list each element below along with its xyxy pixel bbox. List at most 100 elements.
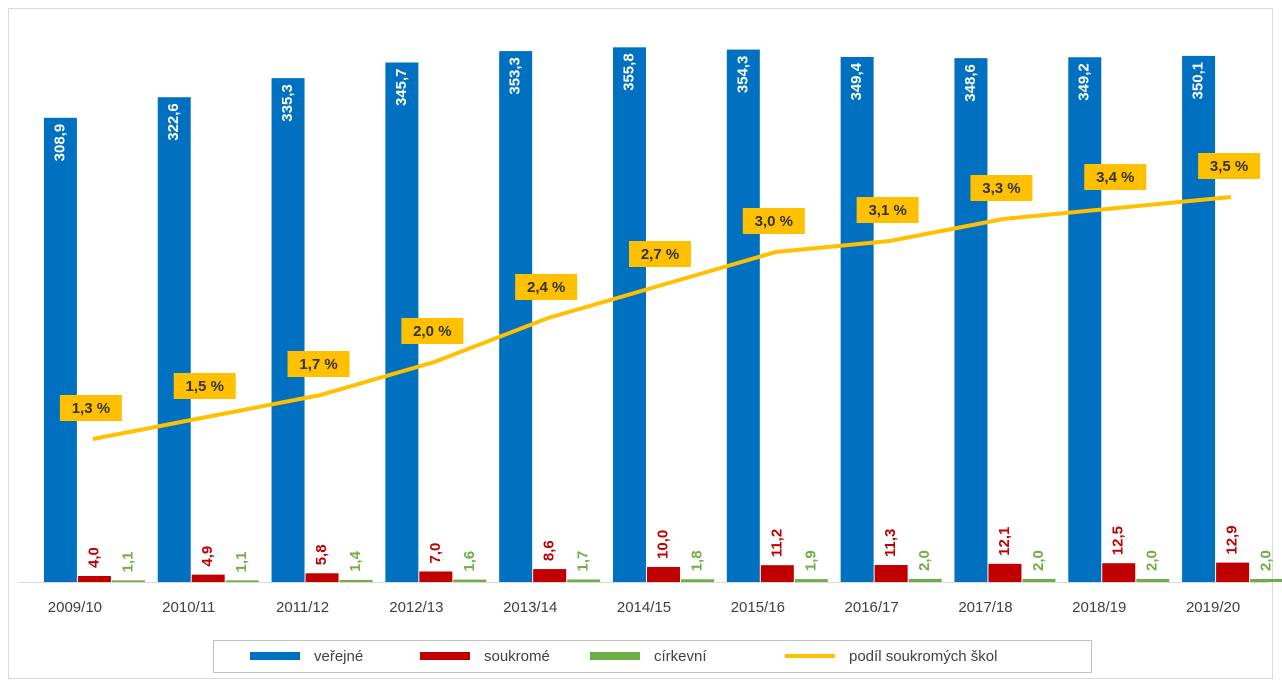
value-label: 308,9 — [51, 124, 68, 162]
value-label: 353,3 — [507, 57, 524, 95]
value-label: 1,3 % — [72, 400, 110, 417]
x-tick-label: 2013/14 — [503, 599, 557, 616]
bar — [681, 579, 714, 582]
legend-swatch — [420, 652, 470, 660]
value-label: 1,7 — [575, 551, 592, 572]
bar — [760, 565, 794, 582]
value-label: 4,9 — [199, 546, 216, 567]
value-label: 10,0 — [654, 530, 671, 559]
legend-label: soukromé — [484, 648, 550, 665]
value-label: 5,8 — [313, 544, 330, 565]
bar — [533, 569, 567, 582]
x-tick-label: 2010/11 — [162, 599, 215, 616]
bar — [840, 56, 874, 582]
bar — [1022, 578, 1056, 582]
bar — [305, 573, 339, 582]
value-label: 2,7 % — [641, 246, 679, 263]
x-tick-label: 2011/12 — [276, 599, 329, 616]
legend-swatch — [590, 652, 640, 660]
line — [92, 195, 1232, 441]
bar — [726, 49, 760, 582]
bar — [794, 579, 828, 582]
value-label: 354,3 — [734, 56, 751, 94]
bar — [1068, 57, 1102, 582]
value-label: 7,0 — [427, 543, 444, 564]
bar — [874, 565, 908, 582]
value-label: 335,3 — [279, 84, 296, 122]
bar — [567, 579, 601, 582]
label-box — [515, 274, 578, 300]
label-box — [970, 175, 1033, 201]
value-label: 1,7 % — [299, 356, 337, 373]
bar — [111, 580, 145, 582]
value-label: 4,0 — [85, 547, 102, 568]
value-label: 2,0 — [916, 550, 933, 571]
legend-swatch — [250, 652, 300, 660]
value-label: 1,4 — [347, 550, 364, 572]
bar — [43, 117, 77, 583]
bar — [225, 580, 259, 582]
label-box — [856, 197, 919, 223]
bar — [1182, 55, 1216, 583]
value-label: 3,5 % — [1210, 158, 1248, 175]
value-label: 12,5 — [1110, 526, 1127, 555]
value-label: 350,1 — [1190, 62, 1207, 100]
value-label: 3,3 % — [982, 180, 1020, 197]
bar — [339, 579, 373, 582]
bar — [908, 578, 942, 582]
x-tick-label: 2014/15 — [617, 599, 671, 616]
value-label: 12,1 — [996, 527, 1013, 556]
bar — [1216, 562, 1250, 582]
bar — [1136, 578, 1170, 582]
label-box — [401, 318, 464, 344]
value-label: 3,0 % — [755, 213, 793, 230]
label-box — [1084, 164, 1147, 190]
value-label: 1,6 — [461, 551, 478, 572]
value-label: 11,2 — [768, 529, 785, 557]
x-tick-label: 2017/18 — [958, 599, 1012, 616]
value-label: 1,8 — [688, 550, 705, 571]
label-box — [629, 241, 691, 267]
bar — [419, 571, 453, 582]
x-tick-label: 2015/16 — [731, 599, 785, 616]
legend-label: církevní — [654, 648, 707, 665]
value-label: 3,1 % — [868, 202, 906, 219]
x-tick-label: 2016/17 — [845, 599, 899, 616]
value-label: 2,4 % — [527, 279, 565, 296]
value-label: 1,5 % — [186, 378, 224, 395]
value-label: 2,0 — [1030, 550, 1047, 571]
x-tick-label: 2018/19 — [1072, 599, 1126, 616]
value-label: 1,1 — [119, 551, 136, 572]
bar — [954, 58, 988, 583]
legend-label: veřejné — [314, 648, 363, 665]
value-label: 11,3 — [882, 529, 899, 557]
value-label: 345,7 — [393, 69, 410, 107]
label-box — [742, 208, 805, 234]
bar — [1102, 563, 1136, 582]
value-label: 1,9 — [802, 550, 819, 571]
x-tick-label: 2009/10 — [48, 599, 102, 616]
value-label: 8,6 — [541, 540, 558, 561]
x-tick-label: 2019/20 — [1186, 599, 1240, 616]
bar — [499, 51, 533, 582]
value-label: 1,1 — [233, 551, 250, 572]
value-label: 349,2 — [1076, 63, 1093, 101]
value-label: 12,9 — [1224, 525, 1241, 554]
bar — [453, 579, 487, 582]
value-label: 2,0 % — [413, 323, 451, 340]
label-box — [59, 395, 122, 421]
value-label: 348,6 — [962, 64, 979, 102]
bar — [1250, 578, 1282, 582]
value-label: 349,4 — [848, 62, 865, 100]
legend-label: podíl soukromých škol — [849, 648, 997, 665]
bar — [191, 574, 225, 582]
x-tick-label: 2012/13 — [389, 599, 443, 616]
value-label: 2,0 — [1258, 550, 1275, 571]
bar — [613, 47, 646, 582]
value-label: 2,0 — [1144, 550, 1161, 571]
bar — [271, 78, 305, 582]
value-label: 3,4 % — [1096, 169, 1134, 186]
label-box — [1198, 153, 1261, 179]
bar — [988, 563, 1022, 582]
